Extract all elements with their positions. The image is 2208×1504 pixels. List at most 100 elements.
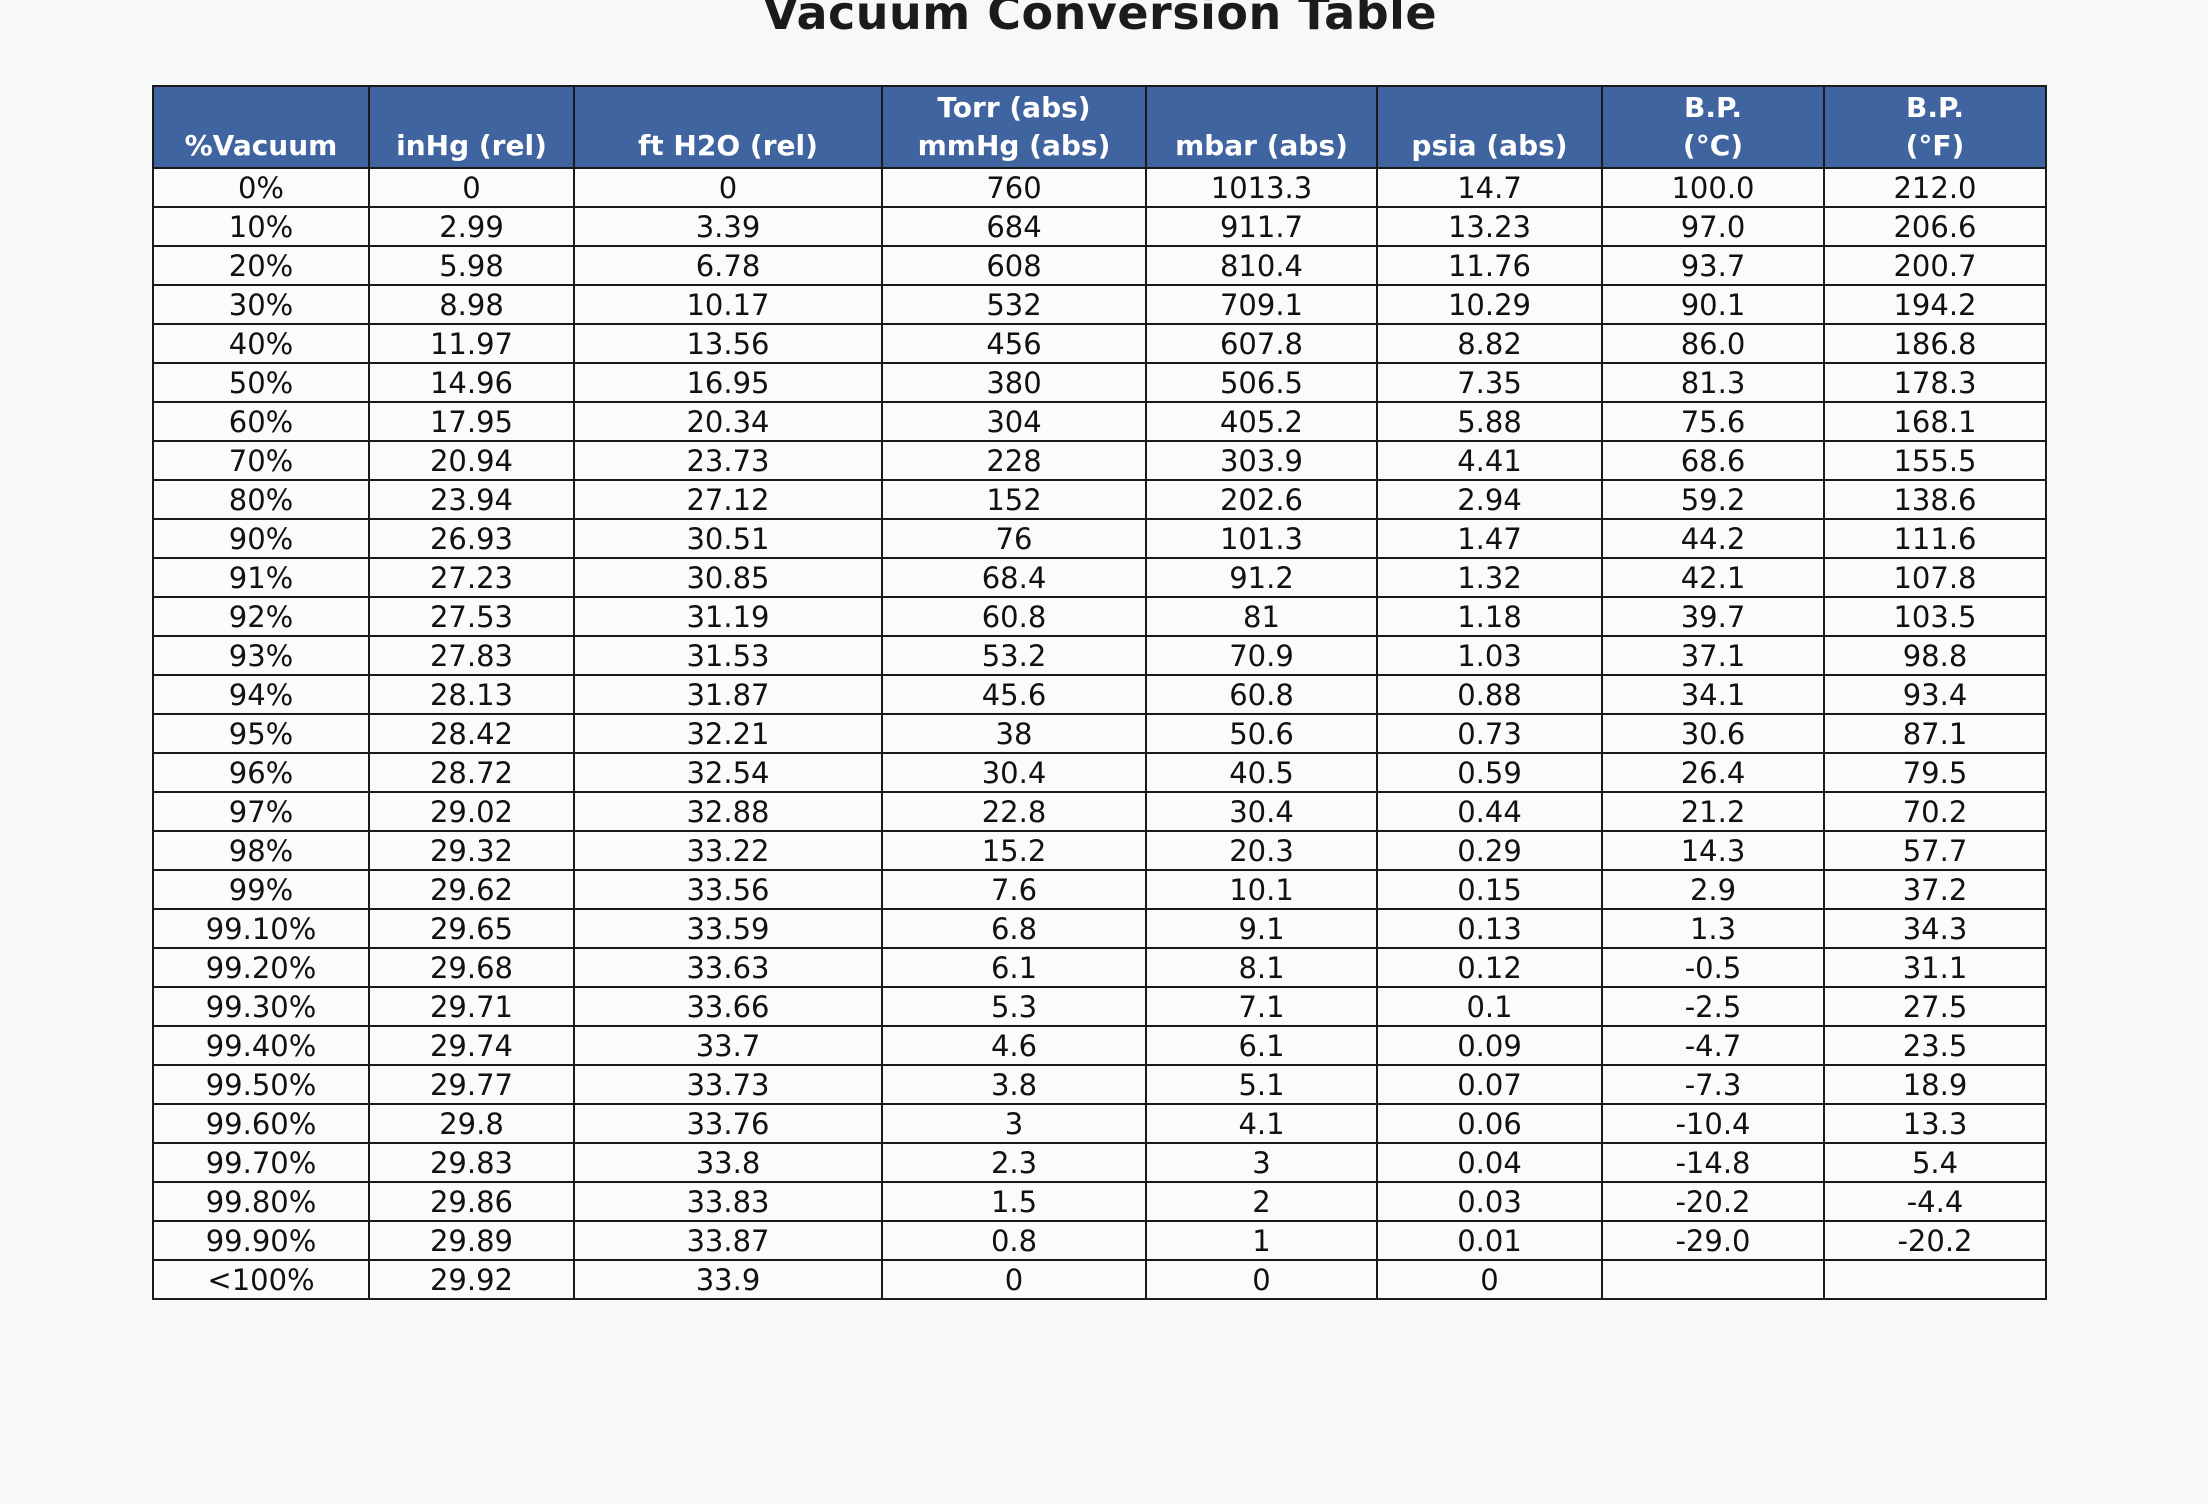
column-header-line: ft H2O (rel): [638, 129, 818, 162]
table-row: 0% 0 0 760 1013.3 14.7 100.0 212.0: [152, 167, 2047, 208]
table-cell: 99.10%: [152, 908, 370, 949]
table-cell: 33.76: [573, 1103, 883, 1144]
table-cell: 194.2: [1823, 284, 2047, 325]
table-cell: 1.03: [1376, 635, 1603, 676]
table-cell: 31.87: [573, 674, 883, 715]
table-cell: 30.4: [881, 752, 1147, 793]
table-cell: 37.2: [1823, 869, 2047, 910]
table-cell: 178.3: [1823, 362, 2047, 403]
table-cell: 6.78: [573, 245, 883, 286]
table-row: 90% 26.93 30.51 76 101.3 1.47 44.2 111.6: [152, 518, 2047, 559]
table-cell: 79.5: [1823, 752, 2047, 793]
table-cell: 27.12: [573, 479, 883, 520]
table-cell: 0.03: [1376, 1181, 1603, 1222]
table-cell: 0.06: [1376, 1103, 1603, 1144]
table-cell: 2: [1145, 1181, 1378, 1222]
table-cell: 97.0: [1601, 206, 1825, 247]
table-row: 99% 29.62 33.56 7.6 10.1 0.15 2.9 37.2: [152, 869, 2047, 910]
table-row: 99.80% 29.86 33.83 1.5 2 0.03 -20.2 -4.4: [152, 1181, 2047, 1222]
table-cell: 6.8: [881, 908, 1147, 949]
table-row: 99.50% 29.77 33.73 3.8 5.1 0.07 -7.3 18.9: [152, 1064, 2047, 1105]
table-cell: 99.30%: [152, 986, 370, 1027]
table-cell: 0.07: [1376, 1064, 1603, 1105]
table-cell: 86.0: [1601, 323, 1825, 364]
table-cell: 3.39: [573, 206, 883, 247]
table-cell: 28.72: [368, 752, 575, 793]
table-cell: 0.73: [1376, 713, 1603, 754]
table-cell: 34.3: [1823, 908, 2047, 949]
table-row: 10% 2.99 3.39 684 911.7 13.23 97.0 206.6: [152, 206, 2047, 247]
table-cell: 29.83: [368, 1142, 575, 1183]
table-cell: 405.2: [1145, 401, 1378, 442]
table-cell: 10.17: [573, 284, 883, 325]
table-cell: 5.3: [881, 986, 1147, 1027]
table-cell: 45.6: [881, 674, 1147, 715]
table-cell: [1601, 1259, 1825, 1300]
table-cell: 14.96: [368, 362, 575, 403]
table-cell: -29.0: [1601, 1220, 1825, 1261]
table-cell: 7.6: [881, 869, 1147, 910]
table-cell: 0.29: [1376, 830, 1603, 871]
table-cell: 0.44: [1376, 791, 1603, 832]
table-cell: 39.7: [1601, 596, 1825, 637]
table-cell: 33.59: [573, 908, 883, 949]
table-row: 99.20% 29.68 33.63 6.1 8.1 0.12 -0.5 31.1: [152, 947, 2047, 988]
table-cell: 0.59: [1376, 752, 1603, 793]
table-cell: 59.2: [1601, 479, 1825, 520]
table-cell: 2.99: [368, 206, 575, 247]
table-cell: 303.9: [1145, 440, 1378, 481]
table-cell: 202.6: [1145, 479, 1378, 520]
table-cell: 13.3: [1823, 1103, 2047, 1144]
table-cell: 4.1: [1145, 1103, 1378, 1144]
column-header-line: (°C): [1682, 129, 1744, 162]
table-cell: 30.85: [573, 557, 883, 598]
table-row: 91% 27.23 30.85 68.4 91.2 1.32 42.1 107.8: [152, 557, 2047, 598]
table-cell: -0.5: [1601, 947, 1825, 988]
table-cell: 709.1: [1145, 284, 1378, 325]
table-cell: 22.8: [881, 791, 1147, 832]
table-cell: 111.6: [1823, 518, 2047, 559]
table-cell: 2.3: [881, 1142, 1147, 1183]
table-row: 99.10% 29.65 33.59 6.8 9.1 0.13 1.3 34.3: [152, 908, 2047, 949]
table-cell: 20.34: [573, 401, 883, 442]
table-cell: 94%: [152, 674, 370, 715]
table-cell: 38: [881, 713, 1147, 754]
table-cell: -14.8: [1601, 1142, 1825, 1183]
table-row: <100% 29.92 33.9 0 0 0: [152, 1259, 2047, 1300]
table-cell: 4.41: [1376, 440, 1603, 481]
table-cell: 95%: [152, 713, 370, 754]
table-cell: -2.5: [1601, 986, 1825, 1027]
table-cell: 75.6: [1601, 401, 1825, 442]
table-row: 40% 11.97 13.56 456 607.8 8.82 86.0 186.8: [152, 323, 2047, 364]
table-cell: 32.88: [573, 791, 883, 832]
column-header: psia (abs): [1376, 85, 1603, 169]
table-cell: 200.7: [1823, 245, 2047, 286]
table-cell: 30.51: [573, 518, 883, 559]
table-cell: 0%: [152, 167, 370, 208]
table-cell: 1.47: [1376, 518, 1603, 559]
table-cell: 30%: [152, 284, 370, 325]
table-cell: 93.7: [1601, 245, 1825, 286]
table-cell: 8.98: [368, 284, 575, 325]
table-cell: <100%: [152, 1259, 370, 1300]
table-cell: 0.01: [1376, 1220, 1603, 1261]
table-cell: 9.1: [1145, 908, 1378, 949]
table-cell: 90.1: [1601, 284, 1825, 325]
column-header-line: mbar (abs): [1175, 129, 1348, 162]
table-cell: 0.1: [1376, 986, 1603, 1027]
table-cell: 33.8: [573, 1142, 883, 1183]
table-cell: 26.93: [368, 518, 575, 559]
table-cell: 4.6: [881, 1025, 1147, 1066]
table-cell: 98%: [152, 830, 370, 871]
table-cell: 27.83: [368, 635, 575, 676]
table-cell: 29.62: [368, 869, 575, 910]
table-cell: 0.09: [1376, 1025, 1603, 1066]
table-cell: 2.9: [1601, 869, 1825, 910]
table-cell: 186.8: [1823, 323, 2047, 364]
table-cell: 27.5: [1823, 986, 2047, 1027]
table-cell: 81: [1145, 596, 1378, 637]
column-header: Torr (abs) mmHg (abs): [881, 85, 1147, 169]
table-cell: 0: [1145, 1259, 1378, 1300]
table-cell: 23.94: [368, 479, 575, 520]
table-cell: 33.66: [573, 986, 883, 1027]
